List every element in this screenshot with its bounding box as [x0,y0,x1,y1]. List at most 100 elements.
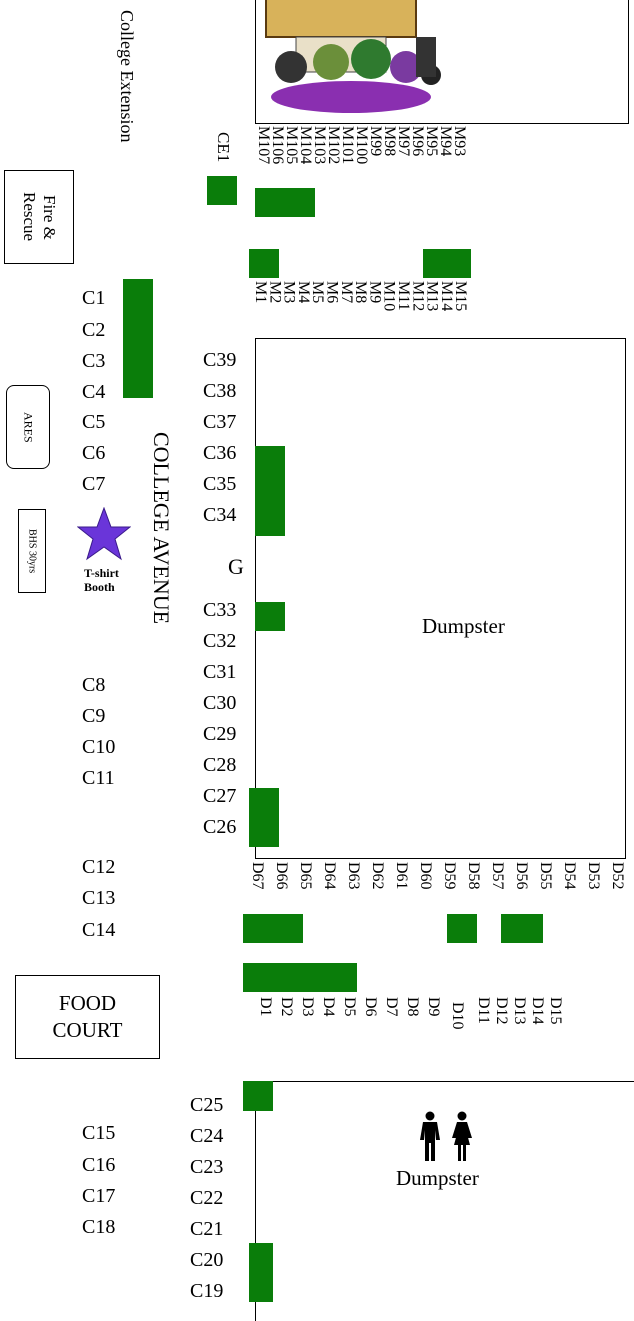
booth-label-c6[interactable]: C6 [82,442,106,464]
booth-label-d8[interactable]: D8 [405,997,419,1017]
booth-c34-c36[interactable] [255,446,285,536]
booth-label-d14[interactable]: D14 [530,997,544,1025]
booth-label-d67[interactable]: D67 [250,862,264,890]
star-icon[interactable] [77,507,131,561]
booth-label-c28[interactable]: C28 [203,754,237,776]
ares-box[interactable]: ARES [6,385,50,469]
booth-label-c34[interactable]: C34 [203,504,237,526]
booth-label-d55[interactable]: D55 [538,862,552,890]
restroom-icon[interactable] [414,1111,480,1163]
booth-label-c17[interactable]: C17 [82,1185,116,1207]
booth-label-m97[interactable]: M97 [395,126,412,157]
booth-label-c37[interactable]: C37 [203,411,237,433]
booth-label-c29[interactable]: C29 [203,723,237,745]
booth-c1-c4[interactable] [123,279,153,398]
booth-label-c15[interactable]: C15 [82,1122,116,1144]
booth-label-d64[interactable]: D64 [322,862,336,890]
booth-label-c33[interactable]: C33 [203,599,237,621]
booth-label-m9[interactable]: M9 [366,281,384,304]
bhs-30yrs-box[interactable]: BHS 30yrs [18,509,46,593]
booth-label-c5[interactable]: C5 [82,411,106,433]
booth-label-c3[interactable]: C3 [82,350,106,372]
booth-label-d58[interactable]: D58 [466,862,480,890]
booth-label-c4[interactable]: C4 [82,381,106,403]
booth-label-c30[interactable]: C30 [203,692,237,714]
booth-label-d59[interactable]: D59 [442,862,456,890]
booth-label-m105[interactable]: M105 [283,126,300,165]
booth-label-c7[interactable]: C7 [82,473,106,495]
booth-label-m10[interactable]: M10 [380,281,398,312]
booth-label-c36[interactable]: C36 [203,442,237,464]
booth-c19-c20[interactable] [249,1243,273,1302]
booth-label-d10[interactable]: D10 [450,1002,464,1030]
booth-label-c25[interactable]: C25 [190,1094,224,1116]
booth-label-c32[interactable]: C32 [203,630,237,652]
booth-label-m94[interactable]: M94 [437,126,454,157]
booth-label-m1[interactable]: M1 [252,281,269,304]
booth-label-c18[interactable]: C18 [82,1216,116,1238]
booth-label-c27[interactable]: C27 [203,785,237,807]
booth-label-m100[interactable]: M100 [353,126,370,165]
booth-label-m103[interactable]: M103 [311,126,328,165]
booth-label-m104[interactable]: M104 [297,126,314,165]
booth-c26-c27[interactable] [249,788,279,847]
booth-label-d5[interactable]: D5 [342,997,356,1017]
booth-label-d63[interactable]: D63 [346,862,360,890]
booth-label-c8[interactable]: C8 [82,674,106,696]
booth-label-m11[interactable]: M11 [395,281,412,311]
booth-label-m106[interactable]: M106 [269,126,286,165]
booth-label-d4[interactable]: D4 [321,997,335,1017]
booth-label-m8[interactable]: M8 [352,281,370,304]
booth-label-m98[interactable]: M98 [381,126,398,157]
booth-label-m14[interactable]: M14 [437,281,455,312]
booth-label-c39[interactable]: C39 [203,349,237,371]
booth-label-c24[interactable]: C24 [190,1125,224,1147]
booth-label-m93[interactable]: M93 [451,126,468,157]
booth-label-c35[interactable]: C35 [203,473,237,495]
booth-label-c1[interactable]: C1 [82,287,106,309]
booth-label-c22[interactable]: C22 [190,1187,224,1209]
booth-label-m107[interactable]: M107 [255,126,272,165]
booth-label-c19[interactable]: C19 [190,1280,224,1302]
booth-label-c9[interactable]: C9 [82,705,106,727]
booth-label-d6[interactable]: D6 [363,997,377,1017]
booth-m106-m107[interactable] [255,188,315,217]
booth-label-m3[interactable]: M3 [280,281,298,304]
booth-label-d7[interactable]: D7 [384,997,398,1017]
booth-label-d13[interactable]: D13 [512,997,526,1025]
food-court-box[interactable]: FOOD COURT [15,975,160,1059]
booth-label-d9[interactable]: D9 [426,997,440,1017]
booth-c33[interactable] [255,602,285,631]
booth-label-c11[interactable]: C11 [82,767,115,789]
booth-label-d1[interactable]: D1 [258,997,272,1017]
booth-label-d52[interactable]: D52 [610,862,624,890]
booth-label-c16[interactable]: C16 [82,1154,116,1176]
booth-label-d65[interactable]: D65 [298,862,312,890]
booth-label-m101[interactable]: M101 [339,126,356,165]
booth-label-m2[interactable]: M2 [266,281,284,304]
fire-rescue-box[interactable]: Fire & Rescue [4,170,74,264]
booth-label-c2[interactable]: C2 [82,319,106,341]
booth-label-c38[interactable]: C38 [203,380,237,402]
booth-d1-d4[interactable] [243,963,357,992]
booth-label-d61[interactable]: D61 [394,862,408,890]
booth-label-d12[interactable]: D12 [494,997,508,1025]
booth-label-d2[interactable]: D2 [279,997,293,1017]
booth-label-d56[interactable]: D56 [514,862,528,890]
booth-d59[interactable] [447,914,477,943]
booth-label-c12[interactable]: C12 [82,856,116,878]
booth-label-m5[interactable]: M5 [309,281,327,304]
booth-label-d53[interactable]: D53 [586,862,600,890]
booth-label-m95[interactable]: M95 [423,126,440,157]
booth-label-c20[interactable]: C20 [190,1249,224,1271]
booth-label-c23[interactable]: C23 [190,1156,224,1178]
booth-d66-d67[interactable] [243,914,303,943]
booth-label-c10[interactable]: C10 [82,736,116,758]
booth-label-m102[interactable]: M102 [325,126,342,165]
booth-label-m4[interactable]: M4 [294,281,312,304]
booth-label-m12[interactable]: M12 [409,281,427,312]
booth-m8-m9[interactable] [423,249,471,278]
booth-label-c14[interactable]: C14 [82,919,116,941]
booth-c25[interactable] [243,1081,273,1111]
booth-label-d62[interactable]: D62 [370,862,384,890]
